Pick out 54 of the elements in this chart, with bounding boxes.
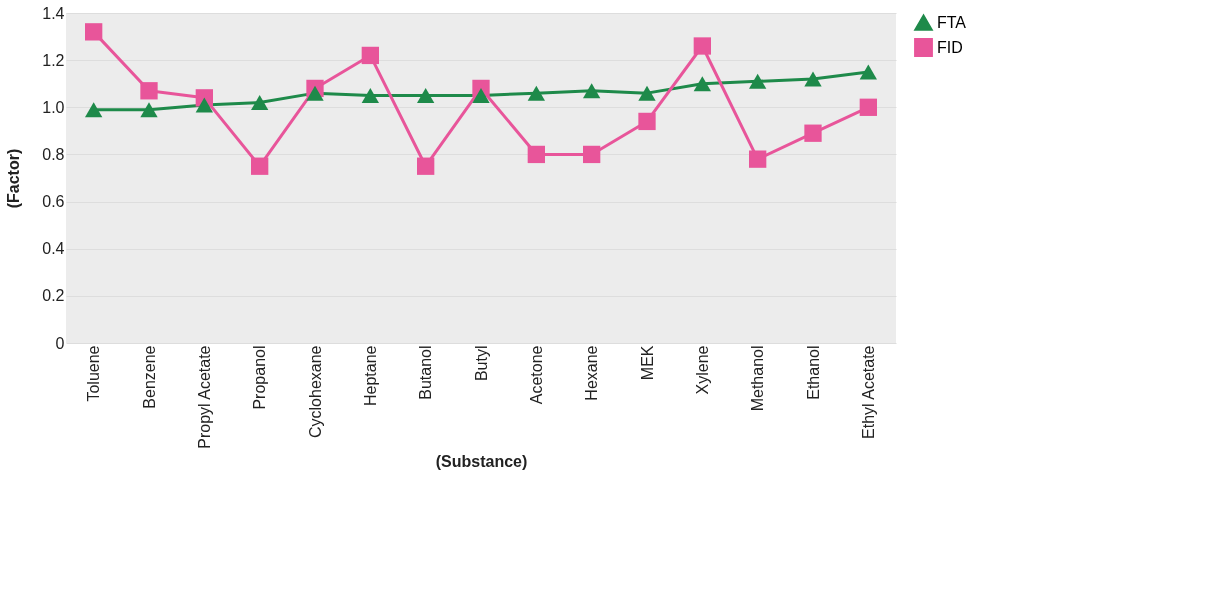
x-axis-title: (Substance)	[435, 452, 528, 470]
x-tick-label: Xylene	[693, 345, 711, 395]
x-tick-label: Butanol	[417, 345, 435, 400]
point	[417, 88, 435, 103]
legend-label: FID	[937, 38, 963, 56]
point	[85, 102, 103, 118]
point	[583, 83, 601, 99]
point	[472, 88, 490, 103]
x-tick-label: MEK	[638, 345, 656, 381]
point	[140, 82, 158, 100]
point	[251, 95, 269, 111]
point	[251, 157, 269, 175]
point	[859, 98, 877, 116]
x-tick-label: Ethyl Acetate	[859, 345, 877, 439]
x-tick-label: Propyl Acetate	[195, 345, 213, 449]
point	[749, 150, 767, 168]
x-tick-label: Cyclohexane	[306, 345, 324, 438]
point	[749, 73, 767, 89]
y-tick-label: 1.2	[42, 51, 65, 69]
point	[417, 157, 435, 175]
x-tick-label: Toluene	[85, 345, 103, 402]
point	[361, 46, 379, 65]
x-tick-label: Benzene	[140, 345, 158, 409]
point	[195, 97, 213, 113]
point	[306, 85, 324, 101]
x-tick-label: Ethanol	[804, 345, 822, 400]
y-tick-label: 0	[55, 334, 65, 352]
point	[804, 71, 822, 87]
x-tick-label: Propanol	[251, 345, 269, 410]
point	[693, 37, 711, 55]
point	[583, 145, 601, 164]
point	[804, 124, 822, 142]
y-tick-label: 0.2	[42, 287, 65, 305]
legend-label: FTA	[937, 13, 967, 31]
point	[638, 85, 656, 101]
point	[859, 64, 877, 80]
y-tick-label: 0.8	[42, 145, 65, 163]
y-tick-label: 1.0	[42, 98, 65, 116]
x-tick-label: Butyl	[472, 345, 490, 382]
y-axis-title: (Factor)	[5, 148, 23, 209]
point	[638, 112, 656, 131]
x-tick-label: Methanol	[749, 345, 767, 412]
x-tick-label: Acetone	[527, 345, 545, 405]
y-tick-label: 0.4	[42, 240, 65, 258]
y-tick-label: 1.4	[42, 4, 65, 22]
y-tick-label: 0.6	[42, 193, 65, 211]
point	[527, 145, 545, 164]
point	[140, 102, 158, 118]
point	[361, 88, 379, 103]
point	[693, 76, 711, 92]
x-tick-label: Heptane	[361, 345, 379, 406]
point	[85, 23, 103, 41]
x-tick-label: Hexane	[583, 345, 601, 401]
point	[527, 85, 545, 101]
